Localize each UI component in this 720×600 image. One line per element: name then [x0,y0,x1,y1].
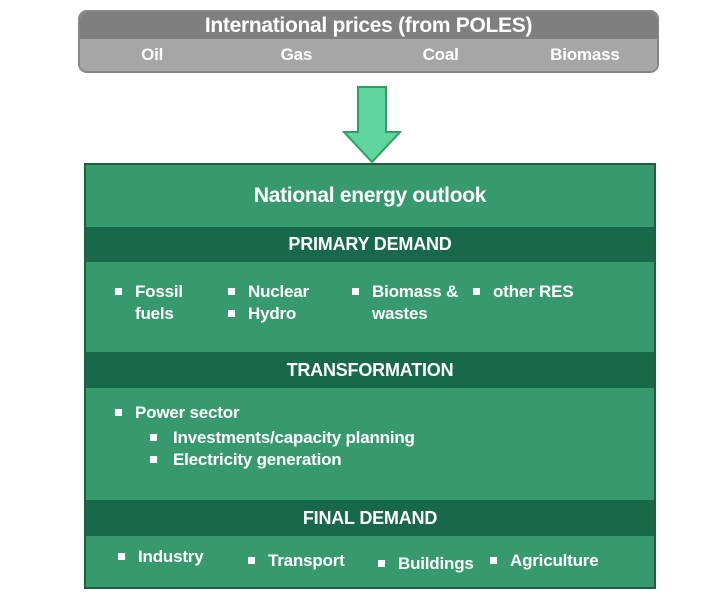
item-label: Buildings [398,554,474,573]
international-prices-box: International prices (from POLES) Oil Ga… [78,10,659,73]
list-item: other RES [473,281,654,303]
fuel-label-coal: Coal [422,45,459,64]
square-bullet-icon [473,288,480,295]
list-item: Electricity generation [150,449,654,471]
square-bullet-icon [228,288,235,295]
item-label: Electricity generation [173,450,342,469]
transformation-header: TRANSFORMATION [86,352,654,388]
fuel-label-biomass: Biomass [550,45,620,64]
final-col-transport: Transport [248,550,378,575]
item-label: Power sector [135,403,240,422]
final-demand-header: FINAL DEMAND [86,500,654,536]
square-bullet-icon [150,456,157,463]
list-item: Transport [248,550,378,572]
transformation-items: Power sector Investments/capacity planni… [86,388,654,500]
list-item: Fossil fuels [115,281,228,325]
square-bullet-icon [352,288,359,295]
square-bullet-icon [248,557,255,564]
item-label: Investments/capacity planning [173,428,415,447]
item-label: Industry [138,547,204,566]
down-arrow-icon [342,86,402,164]
item-label: Agriculture [510,551,599,570]
list-item: Agriculture [490,550,654,572]
item-label: Biomass & wastes [372,282,459,323]
square-bullet-icon [115,288,122,295]
primary-demand-header: PRIMARY DEMAND [86,227,654,262]
final-col-agriculture: Agriculture [490,550,654,575]
item-label: Hydro [248,304,297,323]
final-col-buildings: Buildings [378,553,490,575]
square-bullet-icon [378,560,385,567]
list-item: Nuclear [228,281,352,303]
square-bullet-icon [150,434,157,441]
list-item: Hydro [228,303,352,325]
prices-box-fuel-row: Oil Gas Coal Biomass [80,39,657,71]
primary-col-biomass: Biomass & wastes [352,281,473,352]
list-item: Buildings [378,553,490,575]
square-bullet-icon [490,557,497,564]
item-label: Transport [268,551,345,570]
item-label: Fossil fuels [135,282,183,323]
square-bullet-icon [118,553,125,560]
primary-col-other-res: other RES [473,281,654,352]
prices-box-title: International prices (from POLES) [80,12,657,39]
fuel-label-oil: Oil [141,45,164,64]
fuel-label-gas: Gas [280,45,313,64]
list-item: Investments/capacity planning [150,427,654,449]
item-label: Nuclear [248,282,309,301]
national-energy-outlook-box: National energy outlook PRIMARY DEMAND F… [84,163,656,589]
outlook-title: National energy outlook [253,184,487,207]
transformation-sub-items: Investments/capacity planning Electricit… [150,427,654,471]
square-bullet-icon [228,310,235,317]
primary-col-nuclear-hydro: Nuclear Hydro [228,281,352,352]
primary-col-fossil: Fossil fuels [115,281,228,352]
square-bullet-icon [115,409,122,416]
final-col-industry: Industry [118,546,248,575]
final-demand-items: Industry Transport Buildings Agriculture [86,536,654,575]
primary-demand-items: Fossil fuels Nuclear Hydro Biomass & was… [86,262,654,352]
list-item: Industry [118,546,248,568]
list-item: Power sector [115,402,654,424]
item-label: other RES [493,282,574,301]
list-item: Biomass & wastes [352,281,473,325]
